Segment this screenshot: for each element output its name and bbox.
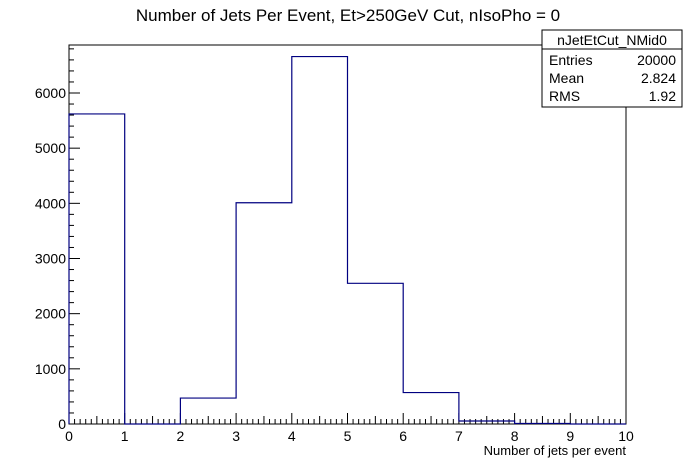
x-tick-label: 5 [344,428,352,444]
x-tick-label: 2 [177,428,185,444]
histogram-bin [180,398,236,424]
histogram-bin [515,423,571,424]
y-tick-label: 2000 [35,306,66,322]
x-tick-label: 1 [121,428,129,444]
y-tick-label: 0 [58,416,66,432]
histogram-bins [69,57,570,424]
y-tick-label: 6000 [35,85,66,101]
x-tick-label: 9 [566,428,574,444]
stats-box-frame [541,29,683,108]
stats-entries-label: Entries [549,52,593,68]
histogram-bin [403,393,459,424]
x-tick-label: 8 [511,428,519,444]
histogram-bin [348,283,404,424]
histogram-bin [236,203,292,424]
stats-mean-value: 2.824 [641,70,676,86]
histogram-bin [292,57,348,424]
stats-entries-value: 20000 [637,52,676,68]
stats-mean-label: Mean [549,70,584,86]
y-axis: 0 1000 2000 3000 4000 5000 6000 [35,48,80,432]
x-tick-label: 4 [288,428,296,444]
x-tick-label: 6 [399,428,407,444]
x-tick-label: 7 [455,428,463,444]
x-tick-label: 10 [618,428,634,444]
histogram-outline [68,55,626,425]
x-axis: 0 1 2 3 4 5 6 7 8 9 10 [65,413,634,444]
stats-box: nJetEtCut_NMid0 Entries 20000 Mean 2.824… [541,29,683,108]
stats-rms-label: RMS [549,88,580,104]
histogram-bin [459,421,515,424]
x-tick-label: 3 [232,428,240,444]
stats-box-name: nJetEtCut_NMid0 [557,32,667,48]
x-tick-label: 0 [65,428,73,444]
y-tick-label: 5000 [35,140,66,156]
histogram-bin [69,114,125,424]
y-tick-label: 4000 [35,195,66,211]
y-tick-label: 3000 [35,250,66,266]
x-axis-title: Number of jets per event [484,443,627,458]
chart-title: Number of Jets Per Event, Et>250GeV Cut,… [136,6,560,25]
stats-rms-value: 1.92 [649,88,676,104]
y-tick-label: 1000 [35,361,66,377]
